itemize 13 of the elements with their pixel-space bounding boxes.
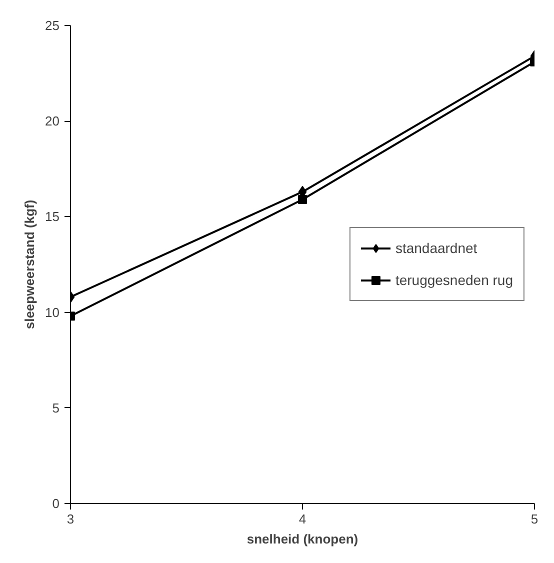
y-tick-label: 25 <box>45 18 60 33</box>
x-tick-label: 3 <box>66 512 74 526</box>
y-tick-label: 0 <box>52 496 60 511</box>
y-tick-label: 10 <box>45 304 60 320</box>
x-tick-label: 5 <box>530 512 538 526</box>
y-tick-label: 20 <box>45 114 60 129</box>
y-axis-title: sleepweerstand (kgf) <box>22 200 38 330</box>
x-axis-title: snelheid (knopen) <box>246 532 358 546</box>
y-tick-label: 5 <box>52 400 60 416</box>
legend-label: teruggesneden rug <box>395 272 513 288</box>
x-tick-label: 4 <box>298 512 306 526</box>
y-tick-label: 15 <box>45 209 60 224</box>
legend-label: standaardnet <box>395 240 478 256</box>
